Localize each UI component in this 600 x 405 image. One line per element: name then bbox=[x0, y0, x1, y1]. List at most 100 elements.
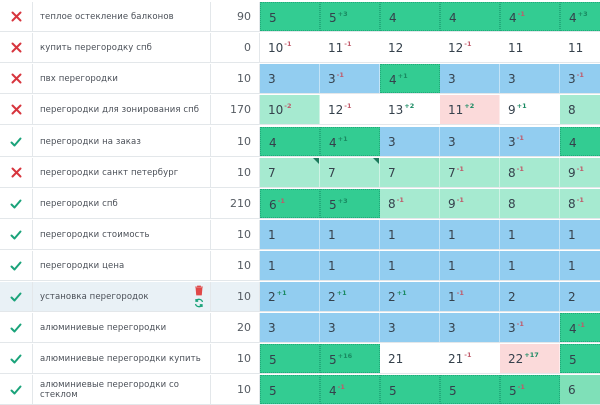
position-cell[interactable]: 9+1 bbox=[500, 95, 560, 124]
position-cell[interactable]: 2 bbox=[500, 282, 560, 311]
table-row[interactable]: перегородки для зонирования спб 170 10-2 12… bbox=[0, 95, 600, 125]
position-cell[interactable]: 2 bbox=[560, 282, 600, 311]
position-cell[interactable]: 1 bbox=[320, 220, 380, 249]
position-cell[interactable]: 1 bbox=[320, 251, 380, 280]
position-cell[interactable]: 11 bbox=[560, 33, 600, 62]
trash-icon[interactable] bbox=[194, 285, 204, 296]
position-cell[interactable]: 11+2 bbox=[440, 95, 500, 124]
position-cell[interactable]: 4 bbox=[260, 127, 320, 156]
position-cell[interactable]: 11-1 bbox=[320, 33, 380, 62]
position-cell[interactable]: 5 bbox=[260, 375, 320, 404]
position-cell[interactable]: 2+1 bbox=[320, 282, 380, 311]
position-cell[interactable]: 2+1 bbox=[260, 282, 320, 311]
position-cell[interactable]: 3 bbox=[440, 64, 500, 93]
status-cell[interactable] bbox=[0, 127, 33, 156]
position-cell[interactable]: 3 bbox=[260, 313, 320, 342]
table-row[interactable]: перегородки цена 10 1 1 1 1 1 1 bbox=[0, 251, 600, 281]
status-cell[interactable] bbox=[0, 2, 33, 31]
position-cell[interactable]: 10-1 bbox=[260, 33, 320, 62]
status-cell[interactable] bbox=[0, 282, 33, 311]
position-cell[interactable]: 4 bbox=[380, 2, 440, 31]
position-cell[interactable]: 3 bbox=[380, 313, 440, 342]
position-cell[interactable]: 8 bbox=[500, 189, 560, 218]
status-cell[interactable] bbox=[0, 33, 33, 62]
position-cell[interactable]: 13+2 bbox=[380, 95, 440, 124]
position-cell[interactable]: 1 bbox=[380, 251, 440, 280]
position-cell[interactable]: 3-1 bbox=[500, 127, 560, 156]
position-cell[interactable]: 7 bbox=[320, 158, 380, 187]
position-cell[interactable]: 4-1 bbox=[320, 375, 380, 404]
position-cell[interactable]: 4+1 bbox=[320, 127, 380, 156]
position-cell[interactable]: 1 bbox=[440, 251, 500, 280]
position-cell[interactable]: 3-1 bbox=[500, 313, 560, 342]
position-cell[interactable]: 4 bbox=[560, 127, 600, 156]
position-cell[interactable]: 1 bbox=[260, 251, 320, 280]
position-cell[interactable]: 12-1 bbox=[320, 95, 380, 124]
position-cell[interactable]: 3-1 bbox=[560, 64, 600, 93]
status-cell[interactable] bbox=[0, 344, 33, 373]
position-cell[interactable]: 9-1 bbox=[440, 189, 500, 218]
position-cell[interactable]: 5+3 bbox=[320, 2, 380, 31]
status-cell[interactable] bbox=[0, 64, 33, 93]
status-cell[interactable] bbox=[0, 158, 33, 187]
position-cell[interactable]: 3 bbox=[440, 313, 500, 342]
position-cell[interactable]: 21 bbox=[380, 344, 440, 373]
table-row[interactable]: теплое остекление балконов 90 5 5+3 4 4 4-1 4+3 bbox=[0, 2, 600, 32]
table-row[interactable]: перегородки спб 210 6-1 5+3 8-1 9-1 8 8-1 bbox=[0, 189, 600, 219]
position-cell[interactable]: 9-1 bbox=[560, 158, 600, 187]
position-cell[interactable]: 5 bbox=[560, 344, 600, 373]
position-cell[interactable]: 1 bbox=[260, 220, 320, 249]
position-cell[interactable]: 6 bbox=[560, 375, 600, 404]
status-cell[interactable] bbox=[0, 251, 33, 280]
table-row[interactable]: перегородки санкт петербург 10 7 7 7 7-1 8-1 9-… bbox=[0, 158, 600, 188]
table-row[interactable]: алюминиевые перегородки 20 3 3 3 3 3-1 4-1 bbox=[0, 313, 600, 343]
position-cell[interactable]: 1 bbox=[440, 220, 500, 249]
table-row[interactable]: алюминиевые перегородки со стеклом 10 5 4-1… bbox=[0, 375, 600, 405]
position-cell[interactable]: 5-1 bbox=[500, 375, 560, 404]
position-cell[interactable]: 5+3 bbox=[320, 189, 380, 218]
position-cell[interactable]: 8-1 bbox=[560, 189, 600, 218]
table-row[interactable]: установка перегородок 10 2+1 2+1 2+1 1-1 2 2 bbox=[0, 282, 600, 312]
position-cell[interactable]: 5 bbox=[440, 375, 500, 404]
position-cell[interactable]: 5 bbox=[260, 344, 320, 373]
position-cell[interactable]: 5+16 bbox=[320, 344, 380, 373]
position-cell[interactable]: 4+1 bbox=[380, 64, 440, 93]
position-cell[interactable]: 8 bbox=[560, 95, 600, 124]
status-cell[interactable] bbox=[0, 189, 33, 218]
position-cell[interactable]: 3 bbox=[320, 313, 380, 342]
position-cell[interactable]: 7-1 bbox=[440, 158, 500, 187]
position-cell[interactable]: 4-1 bbox=[500, 2, 560, 31]
table-row[interactable]: перегородки стоимость 10 1 1 1 1 1 1 bbox=[0, 220, 600, 250]
table-row[interactable]: купить перегородку спб 0 10-1 11-1 12 12-1 11 1… bbox=[0, 33, 600, 63]
position-cell[interactable]: 3 bbox=[440, 127, 500, 156]
position-cell[interactable]: 4-1 bbox=[560, 313, 600, 342]
table-row[interactable]: перегородки на заказ 10 4 4+1 3 3 3-1 4 bbox=[0, 127, 600, 157]
position-cell[interactable]: 8-1 bbox=[500, 158, 560, 187]
table-row[interactable]: пвх перегородки 10 3 3-1 4+1 3 3 3-1 bbox=[0, 64, 600, 94]
position-cell[interactable]: 1 bbox=[560, 251, 600, 280]
position-cell[interactable]: 1-1 bbox=[440, 282, 500, 311]
position-cell[interactable]: 4+3 bbox=[560, 2, 600, 31]
position-cell[interactable]: 8-1 bbox=[380, 189, 440, 218]
table-row[interactable]: алюминиевые перегородки купить 10 5 5+16 21 2… bbox=[0, 344, 600, 374]
position-cell[interactable]: 21-1 bbox=[440, 344, 500, 373]
status-cell[interactable] bbox=[0, 375, 33, 404]
position-cell[interactable]: 4 bbox=[440, 2, 500, 31]
status-cell[interactable] bbox=[0, 95, 33, 124]
position-cell[interactable]: 1 bbox=[560, 220, 600, 249]
position-cell[interactable]: 11 bbox=[500, 33, 560, 62]
position-cell[interactable]: 22+17 bbox=[500, 344, 560, 373]
position-cell[interactable]: 3 bbox=[380, 127, 440, 156]
refresh-icon[interactable] bbox=[194, 298, 204, 308]
status-cell[interactable] bbox=[0, 313, 33, 342]
position-cell[interactable]: 7 bbox=[380, 158, 440, 187]
position-cell[interactable]: 5 bbox=[260, 2, 320, 31]
position-cell[interactable]: 12 bbox=[380, 33, 440, 62]
status-cell[interactable] bbox=[0, 220, 33, 249]
position-cell[interactable]: 1 bbox=[500, 220, 560, 249]
position-cell[interactable]: 1 bbox=[380, 220, 440, 249]
position-cell[interactable]: 2+1 bbox=[380, 282, 440, 311]
position-cell[interactable]: 1 bbox=[500, 251, 560, 280]
position-cell[interactable]: 10-2 bbox=[260, 95, 320, 124]
position-cell[interactable]: 3 bbox=[500, 64, 560, 93]
